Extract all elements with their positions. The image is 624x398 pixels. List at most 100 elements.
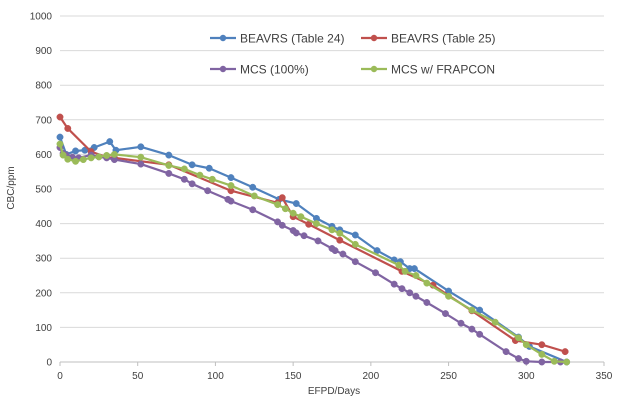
data-point (401, 267, 409, 275)
data-point (64, 125, 72, 132)
series-line (58, 136, 568, 364)
data-point (297, 213, 305, 221)
data-point (538, 350, 546, 358)
x-tick-label: 50 (132, 371, 144, 382)
x-tick-label: 200 (363, 371, 380, 382)
data-point (468, 306, 476, 314)
data-point (351, 231, 359, 239)
axes: 0 100 200 300 400 500 600 700 800 900 1000 0 50 100 15… (30, 12, 613, 383)
data-point (412, 292, 420, 300)
y-tick-label: 0 (46, 358, 52, 369)
data-point (72, 157, 79, 165)
y-tick-label: 200 (35, 288, 52, 299)
data-point (339, 250, 347, 258)
data-point (59, 151, 67, 159)
legend-item: BEAVRS (Table 25) (361, 32, 496, 46)
data-point (313, 220, 320, 228)
data-point (274, 201, 282, 209)
data-point (278, 194, 286, 202)
y-tick-label: 900 (35, 46, 52, 57)
data-point (491, 318, 499, 326)
y-tick-label: 1000 (30, 12, 53, 23)
y-tick-label: 800 (35, 81, 52, 92)
legend-marker (219, 65, 227, 73)
data-point (563, 358, 571, 366)
data-point (476, 330, 484, 338)
data-point (289, 209, 297, 217)
data-point (515, 355, 522, 362)
data-point (412, 272, 420, 279)
data-point (188, 180, 196, 188)
data-point (423, 279, 431, 287)
legend-item: MCS (100%) (210, 63, 309, 77)
data-point (227, 174, 235, 182)
data-point (87, 154, 95, 162)
data-point (227, 197, 235, 205)
data-point (445, 292, 453, 300)
data-point (395, 261, 403, 269)
data-point (72, 147, 79, 155)
legend-marker (219, 34, 227, 42)
data-point (180, 175, 188, 183)
data-point (278, 221, 286, 229)
y-tick-label: 500 (35, 185, 52, 196)
legend-item: BEAVRS (Table 24) (210, 32, 345, 46)
data-point (538, 341, 546, 349)
data-point (204, 187, 212, 195)
x-axis-title: EFPD/Days (308, 386, 360, 397)
y-tick-label: 600 (35, 150, 52, 161)
data-point (336, 229, 344, 237)
series-mcs-100 (56, 144, 564, 366)
data-point (196, 171, 204, 179)
series-beavrs-table-24 (56, 133, 571, 366)
x-tick-label: 350 (596, 371, 613, 382)
grid-lines (60, 15, 604, 363)
x-tick-label: 100 (207, 371, 224, 382)
data-point (188, 161, 196, 169)
legend: BEAVRS (Table 24) BEAVRS (Table 25) MCS (1… (210, 32, 496, 77)
x-tick-label: 300 (518, 371, 535, 382)
series-group (56, 113, 571, 366)
data-point (561, 348, 569, 356)
data-point (249, 183, 257, 191)
data-point (205, 164, 213, 172)
data-point (110, 150, 118, 158)
legend-label: BEAVRS (Table 25) (391, 32, 496, 46)
data-point (249, 206, 257, 214)
data-point (165, 169, 173, 177)
data-point (502, 348, 510, 356)
data-point (165, 162, 173, 169)
series-line (58, 142, 568, 364)
data-point (79, 156, 87, 164)
data-point (314, 237, 322, 245)
x-tick-label: 150 (285, 371, 302, 382)
y-tick-label: 700 (35, 115, 52, 126)
data-point (292, 200, 300, 207)
x-tick-label: 0 (57, 371, 63, 382)
x-tick-label: 250 (440, 371, 457, 382)
legend-marker (370, 65, 378, 73)
data-point (372, 269, 379, 277)
data-point (351, 240, 359, 248)
data-point (165, 151, 173, 159)
data-point (300, 232, 308, 240)
data-point (250, 192, 258, 200)
data-point (274, 218, 282, 226)
data-point (137, 153, 145, 161)
legend-label: MCS (100%) (240, 63, 309, 77)
data-point (180, 165, 188, 173)
data-point (522, 357, 530, 365)
data-point (292, 229, 300, 237)
data-point (56, 113, 64, 121)
data-point (56, 133, 64, 141)
data-point (64, 155, 72, 163)
data-point (328, 226, 336, 234)
data-point (398, 285, 406, 293)
data-point (331, 247, 339, 255)
y-tick-label: 100 (35, 323, 52, 334)
data-point (137, 143, 145, 151)
legend-label: BEAVRS (Table 24) (240, 32, 345, 46)
legend-item: MCS w/ FRAPCON (361, 63, 495, 77)
data-point (95, 153, 103, 161)
